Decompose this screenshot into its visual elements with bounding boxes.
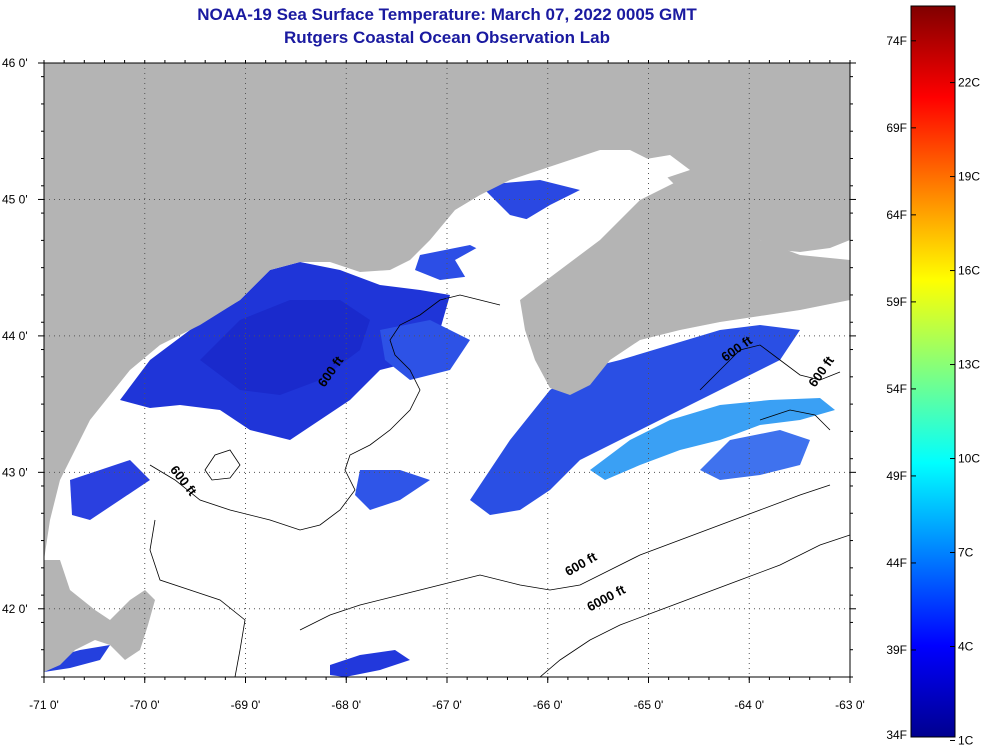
- colorbar-c-label: 10C: [958, 452, 980, 466]
- contour-600ft-bank-edge: [299, 484, 831, 631]
- lat-tick-label: 45 0': [2, 192, 28, 206]
- lat-tick-label: 42 0': [2, 602, 28, 616]
- contour-6000ft: [539, 534, 850, 677]
- lon-tick-label: -65 0': [634, 698, 664, 712]
- colorbar: 34F 39F 44F 49F 54F 59F 64F 69F 74F 1C 4C 7C 10C 13C 1…: [886, 5, 980, 748]
- land-bay-of-fundy-water: [455, 155, 690, 305]
- sst-patch-scotian-shelf-east: [700, 430, 810, 480]
- lat-tick-label: 43 0': [2, 465, 28, 479]
- map-axes: -71 0' -70 0' -69 0' -68 0' -67 0' -66 0' -65 …: [2, 56, 865, 712]
- lon-tick-label: -64 0': [734, 698, 764, 712]
- contour-600ft-scotian-2: [759, 409, 831, 431]
- land-new-england: [44, 63, 850, 560]
- colorbar-f-label: 74F: [886, 34, 907, 48]
- sst-patch-georges-north: [355, 470, 430, 510]
- colorbar-f-label: 64F: [886, 208, 907, 222]
- colorbar-c-label: 7C: [958, 546, 974, 560]
- colorbar-f-label: 39F: [886, 643, 907, 657]
- colorbar-c-label: 1C: [958, 733, 974, 747]
- colorbar-f-label: 59F: [886, 295, 907, 309]
- lon-tick-label: -63 0': [835, 698, 865, 712]
- bathymetry-contours: [149, 294, 850, 677]
- lon-tick-label: -70 0': [130, 698, 160, 712]
- contour-600ft-gulf: [149, 294, 501, 531]
- colorbar-f-label: 44F: [886, 556, 907, 570]
- land-nova-scotia: [520, 180, 850, 395]
- contour-600ft-georges: [149, 519, 246, 677]
- land-massachusetts: [44, 560, 155, 672]
- map-subtitle: Rutgers Coastal Ocean Observation Lab: [284, 28, 610, 47]
- colorbar-c-label: 13C: [958, 358, 980, 372]
- lon-tick-label: -66 0': [533, 698, 563, 712]
- land-layer: [44, 63, 850, 672]
- colorbar-ramp: [910, 5, 956, 738]
- sst-patch-coastal-maine: [70, 460, 150, 520]
- lon-tick-label: -69 0': [231, 698, 261, 712]
- lon-tick-label: -68 0': [331, 698, 361, 712]
- colorbar-f-label: 54F: [886, 382, 907, 396]
- contour-600ft-scotian: [699, 344, 841, 391]
- colorbar-ticks: 34F 39F 44F 49F 54F 59F 64F 69F 74F 1C 4C 7C 10C 13C 1…: [886, 34, 980, 748]
- colorbar-f-label: 34F: [886, 728, 907, 742]
- sst-patch-cape-cod: [44, 645, 110, 672]
- lon-tick-label: -71 0': [29, 698, 59, 712]
- sst-patch-center: [380, 320, 470, 380]
- sst-patch-scotian-shelf-warm: [590, 398, 835, 480]
- colorbar-f-label: 49F: [886, 469, 907, 483]
- contour-600ft-inner: [204, 449, 241, 481]
- colorbar-c-label: 22C: [958, 76, 980, 90]
- sst-patch-south: [330, 650, 410, 677]
- colorbar-f-label: 69F: [886, 121, 907, 135]
- colorbar-c-label: 4C: [958, 639, 974, 653]
- colorbar-c-label: 16C: [958, 264, 980, 278]
- lon-tick-label: -67 0': [432, 698, 462, 712]
- colorbar-c-label: 19C: [958, 170, 980, 184]
- lat-tick-label: 46 0': [2, 56, 28, 70]
- lat-tick-label: 44 0': [2, 329, 28, 343]
- sst-patch-gulf-of-maine-core: [200, 300, 370, 395]
- map-title: NOAA-19 Sea Surface Temperature: March 0…: [197, 5, 697, 24]
